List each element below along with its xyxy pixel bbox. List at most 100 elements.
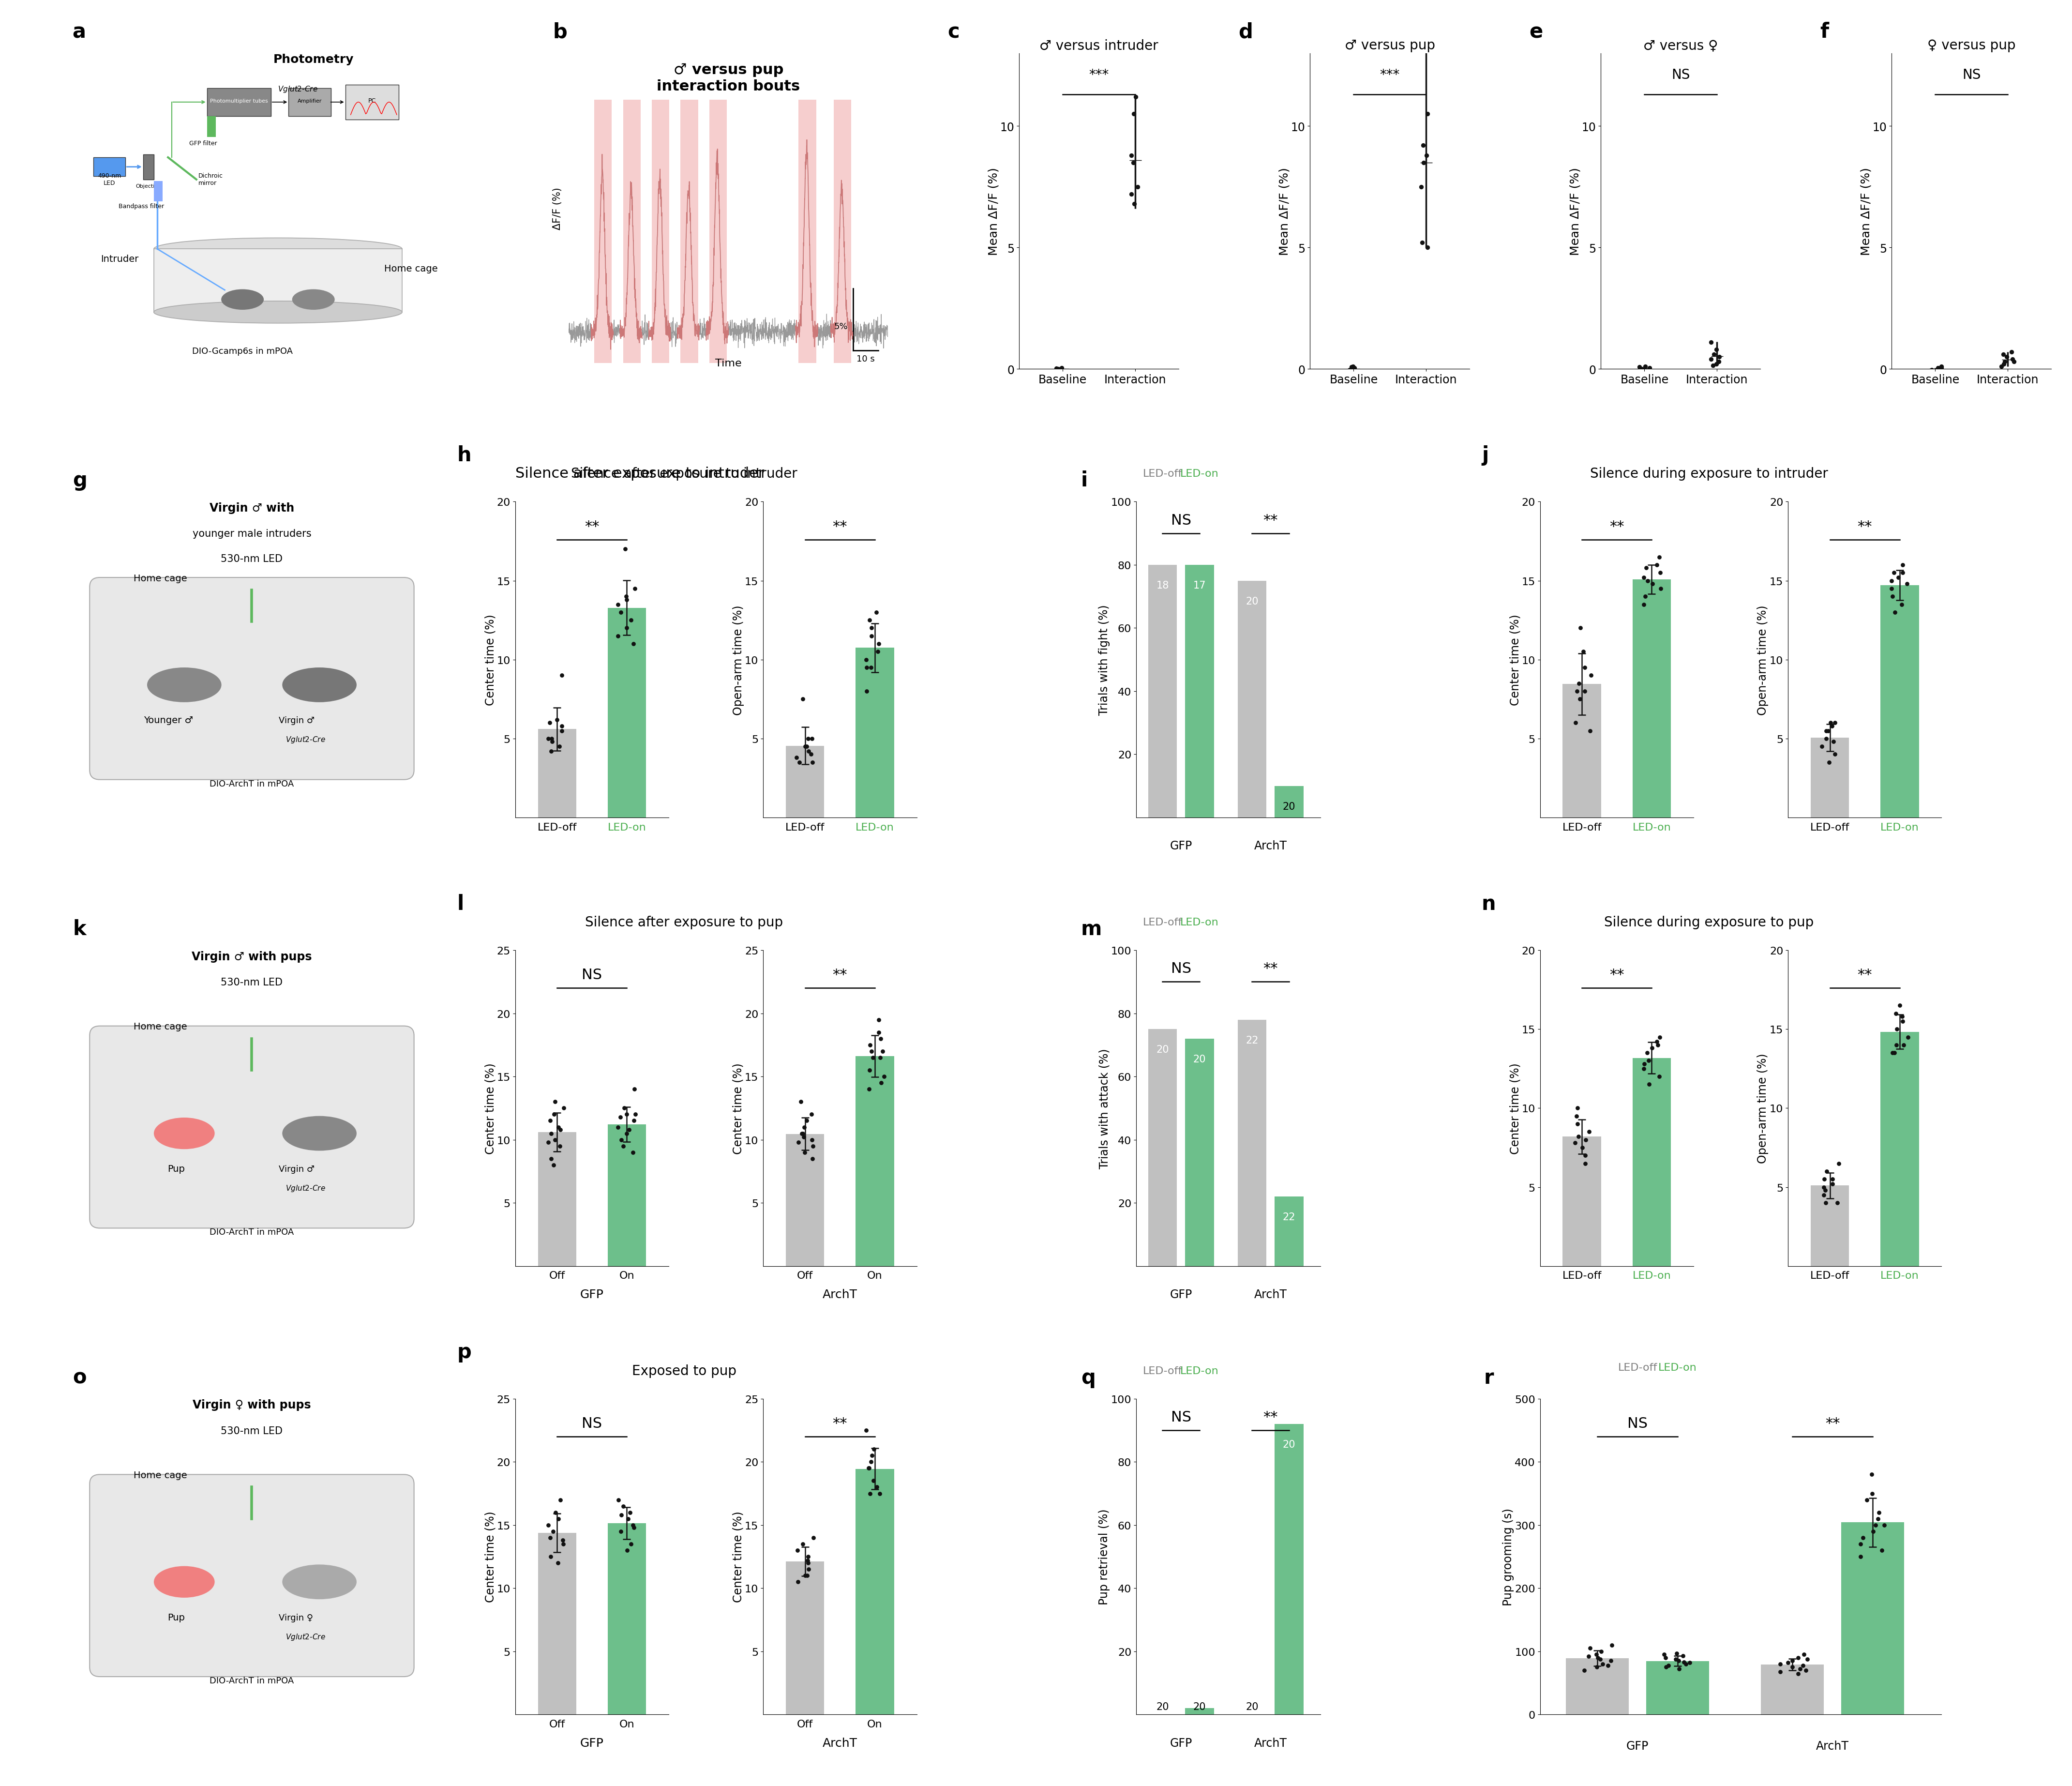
Point — [854, 654, 887, 682]
Point — [1643, 1023, 1676, 1052]
Point — [787, 1123, 821, 1152]
Point — [1784, 1656, 1817, 1684]
Point — [1890, 570, 1923, 598]
Point — [611, 1120, 644, 1148]
Point — [539, 1498, 572, 1527]
Point — [783, 748, 816, 777]
Text: Virgin ♂: Virgin ♂ — [280, 1164, 315, 1173]
Point — [858, 1434, 891, 1463]
Bar — [1761, 1665, 1823, 1715]
Text: **: ** — [1264, 513, 1278, 527]
Point — [1763, 1650, 1796, 1679]
Point — [1569, 1125, 1602, 1154]
Point — [1115, 141, 1148, 170]
Point — [535, 738, 568, 766]
Y-axis label: Mean ΔF/F (%): Mean ΔF/F (%) — [988, 168, 999, 255]
Point — [1564, 614, 1598, 643]
Text: ***: *** — [1090, 68, 1109, 82]
Text: ***: *** — [1380, 68, 1401, 82]
Text: NS: NS — [582, 968, 603, 982]
Text: e: e — [1529, 21, 1544, 43]
Text: 490-nm
LED: 490-nm LED — [97, 173, 120, 186]
Text: GFP: GFP — [580, 1288, 603, 1300]
Point — [1805, 732, 1838, 761]
Text: 20: 20 — [1283, 1440, 1295, 1448]
Text: DIO-Gcamp6s in mPOA: DIO-Gcamp6s in mPOA — [193, 346, 292, 355]
Text: Virgin ♂: Virgin ♂ — [280, 716, 315, 725]
Text: PC: PC — [369, 98, 375, 104]
Point — [535, 1145, 568, 1173]
Point — [1117, 148, 1150, 177]
Text: Photometry: Photometry — [274, 54, 354, 66]
Point — [611, 1504, 644, 1532]
Bar — [798, 100, 816, 363]
Point — [1886, 550, 1919, 579]
Point — [601, 591, 634, 620]
Point — [1886, 1002, 1919, 1031]
Point — [1643, 543, 1676, 572]
Y-axis label: Center time (%): Center time (%) — [731, 1511, 744, 1602]
Point — [785, 1531, 818, 1559]
Bar — [143, 155, 153, 180]
Text: q: q — [1082, 1368, 1096, 1388]
Ellipse shape — [147, 668, 222, 702]
Point — [537, 1100, 570, 1129]
Bar — [1881, 586, 1919, 818]
Text: ΔF/F (%): ΔF/F (%) — [553, 188, 562, 230]
Point — [1562, 670, 1595, 698]
Point — [613, 1116, 646, 1145]
Point — [547, 1531, 580, 1559]
Text: ArchT: ArchT — [823, 1288, 858, 1300]
Point — [1633, 1047, 1666, 1075]
Text: NS: NS — [1627, 1416, 1647, 1431]
Point — [781, 1536, 814, 1565]
Point — [535, 1120, 568, 1148]
Point — [1569, 677, 1602, 705]
Point — [1867, 1511, 1900, 1540]
Point — [1040, 355, 1073, 384]
Point — [1407, 132, 1440, 161]
Y-axis label: Mean ΔF/F (%): Mean ΔF/F (%) — [1278, 168, 1291, 255]
Point — [601, 1486, 634, 1515]
Point — [868, 1063, 901, 1091]
Point — [856, 1043, 889, 1072]
Point — [1850, 1486, 1883, 1515]
Point — [1631, 566, 1664, 595]
Point — [1573, 1634, 1606, 1663]
Bar — [607, 1523, 646, 1715]
Point — [1624, 355, 1658, 384]
Point — [1627, 1054, 1660, 1082]
Point — [854, 1448, 887, 1477]
Point — [545, 1116, 578, 1145]
Text: Virgin ♂ with: Virgin ♂ with — [209, 502, 294, 514]
Point — [1334, 354, 1368, 382]
Point — [1631, 554, 1664, 582]
Text: $Vglut2$-Cre: $Vglut2$-Cre — [286, 1184, 325, 1193]
Bar — [288, 88, 332, 116]
Point — [1044, 354, 1077, 382]
Point — [601, 1113, 634, 1141]
Text: GFP: GFP — [1171, 1738, 1191, 1748]
Point — [1631, 1039, 1664, 1068]
Point — [785, 1120, 818, 1148]
Point — [1336, 357, 1370, 386]
Point — [1883, 991, 1917, 1020]
Point — [617, 630, 651, 659]
Point — [1807, 1164, 1840, 1193]
Point — [609, 1100, 642, 1129]
Point — [1651, 1650, 1685, 1679]
Text: l: l — [456, 893, 464, 914]
Bar — [856, 1056, 893, 1266]
Point — [1569, 1656, 1602, 1684]
Point — [1697, 352, 1730, 380]
Point — [789, 732, 823, 761]
Point — [1405, 173, 1438, 202]
Text: Silence after exposure to intruder: Silence after exposure to intruder — [516, 466, 765, 480]
Text: n: n — [1481, 893, 1496, 914]
Bar — [785, 1561, 825, 1715]
Point — [860, 598, 893, 627]
Point — [1411, 234, 1444, 263]
Text: DIO-ArchT in mPOA: DIO-ArchT in mPOA — [209, 1227, 294, 1236]
Point — [1641, 1027, 1674, 1056]
Point — [605, 1125, 638, 1154]
